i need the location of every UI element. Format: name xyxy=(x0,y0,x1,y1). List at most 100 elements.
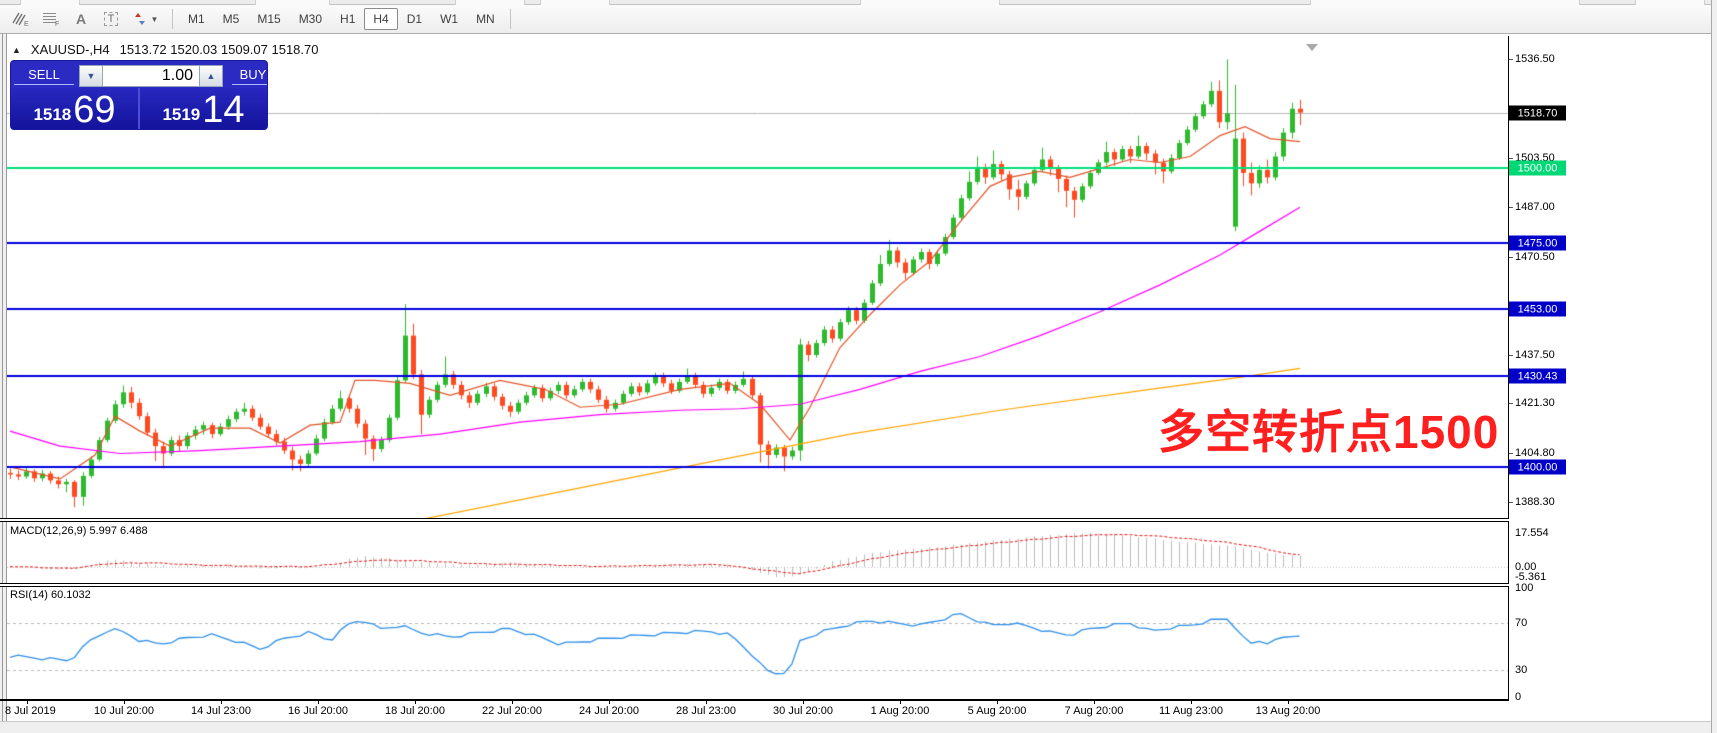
rsi-axis-label: 0 xyxy=(1515,691,1522,703)
tf-button-mn[interactable]: MN xyxy=(476,12,495,26)
window-left-border xyxy=(0,34,7,722)
price-tick-label: 1487.00 xyxy=(1515,201,1555,213)
price-tick-mark xyxy=(1509,403,1513,404)
price-tick-mark xyxy=(1509,453,1513,454)
ask-quote[interactable]: 1519 14 xyxy=(140,88,267,130)
price-tick-mark xyxy=(1509,502,1513,503)
time-label: 18 Jul 20:00 xyxy=(385,705,445,717)
tf-button-w1[interactable]: W1 xyxy=(440,12,459,26)
price-tick-mark xyxy=(1509,59,1513,60)
chart-annotation-text: 多空转折点1500 xyxy=(1158,406,1500,458)
price-badge: 1475.00 xyxy=(1509,235,1566,251)
bid-quote[interactable]: 1518 69 xyxy=(11,88,138,130)
buy-button[interactable]: BUY xyxy=(232,67,267,85)
indicator-list-icon[interactable]: E xyxy=(6,7,36,31)
time-label: 13 Aug 20:00 xyxy=(1255,705,1321,717)
time-tick-mark xyxy=(900,700,901,704)
time-label: 24 Jul 20:00 xyxy=(579,705,639,717)
time-tick-mark xyxy=(803,700,804,704)
time-tick-mark xyxy=(27,700,28,704)
ohlc-values: 1513.72 1520.03 1509.07 1518.70 xyxy=(119,42,319,57)
price-tick-label: 1437.50 xyxy=(1515,349,1555,361)
volume-increase-button[interactable]: ▲ xyxy=(199,64,223,87)
text-a-icon[interactable]: A xyxy=(75,11,87,27)
panel-separator[interactable] xyxy=(0,583,1509,587)
macd-axis-label: 0.00 xyxy=(1515,561,1537,573)
price-tick-label: 1388.30 xyxy=(1515,496,1555,508)
time-tick-mark xyxy=(997,700,998,704)
time-label: 8 Jul 2019 xyxy=(5,705,56,717)
bottom-strip xyxy=(0,721,1717,733)
dropdown-caret-icon[interactable]: ▼ xyxy=(150,14,159,24)
time-label: 1 Aug 20:00 xyxy=(870,705,930,717)
sell-button[interactable]: SELL xyxy=(14,67,74,85)
price-tick-mark xyxy=(1509,207,1513,208)
price-tick-label: 1404.80 xyxy=(1515,447,1555,459)
time-label: 11 Aug 23:00 xyxy=(1158,705,1224,717)
macd-axis-label: -5.361 xyxy=(1515,571,1547,583)
symbol-header: ▲ XAUUSD-,H4 1513.72 1520.03 1509.07 151… xyxy=(12,42,318,57)
arrange-icon[interactable]: ▼ xyxy=(126,7,166,31)
time-axis-border xyxy=(0,699,1509,701)
ask-price-pips: 14 xyxy=(202,89,245,130)
rsi-panel-canvas[interactable] xyxy=(7,587,1508,699)
toolbar: E F A T ▼ M1 M5 M15 M30 H1 H4 D1 W1 MN xyxy=(0,5,1717,34)
chart-shift-marker-icon xyxy=(1306,44,1318,51)
price-tick-mark xyxy=(1509,355,1513,356)
tf-button-m15[interactable]: M15 xyxy=(257,12,281,26)
volume-stepper: ▼ ▲ xyxy=(79,64,223,87)
time-label: 28 Jul 23:00 xyxy=(676,705,736,717)
price-badge: 1400.00 xyxy=(1509,459,1566,475)
time-tick-mark xyxy=(609,700,610,704)
rsi-axis-label: 30 xyxy=(1515,664,1528,676)
time-tick-mark xyxy=(512,700,513,704)
tf-button-d1[interactable]: D1 xyxy=(406,12,423,26)
text-box-icon[interactable]: T xyxy=(96,7,126,31)
time-tick-mark xyxy=(1094,700,1095,704)
svg-text:F: F xyxy=(55,21,59,27)
time-tick-mark xyxy=(1288,700,1289,704)
time-label: 14 Jul 23:00 xyxy=(191,705,251,717)
macd-panel-canvas[interactable] xyxy=(7,523,1508,583)
time-label: 7 Aug 20:00 xyxy=(1064,705,1124,717)
quote-divider xyxy=(138,88,140,129)
panel-separator[interactable] xyxy=(0,518,1509,522)
macd-axis-label: 17.554 xyxy=(1515,527,1549,539)
tf-button-m1[interactable]: M1 xyxy=(188,12,205,26)
price-tick-mark xyxy=(1509,158,1513,159)
bid-price-pips: 69 xyxy=(73,89,116,130)
top-cutoff-strip xyxy=(0,0,1717,5)
volume-input[interactable] xyxy=(103,64,199,87)
time-label: 30 Jul 20:00 xyxy=(773,705,833,717)
collapse-panel-icon[interactable]: ▲ xyxy=(12,44,21,55)
rsi-indicator-label: RSI(14) 60.1032 xyxy=(10,589,91,601)
time-tick-mark xyxy=(706,700,707,704)
tf-button-h4[interactable]: H4 xyxy=(364,8,398,30)
right-window-divider xyxy=(1711,0,1717,733)
svg-text:E: E xyxy=(24,21,29,27)
price-tick-label: 1421.30 xyxy=(1515,397,1555,409)
price-badge: 1518.70 xyxy=(1509,105,1566,121)
price-scale-border xyxy=(1508,36,1509,700)
tf-button-m5[interactable]: M5 xyxy=(222,12,240,26)
ask-price-main: 1519 xyxy=(162,105,201,124)
time-label: 5 Aug 20:00 xyxy=(967,705,1027,717)
tf-button-m30[interactable]: M30 xyxy=(298,12,323,26)
time-label: 10 Jul 20:00 xyxy=(94,705,154,717)
rsi-axis-label: 70 xyxy=(1515,617,1528,629)
price-badge: 1430.43 xyxy=(1509,368,1566,384)
volume-decrease-button[interactable]: ▼ xyxy=(79,64,103,87)
tf-button-h1[interactable]: H1 xyxy=(340,12,356,26)
price-badge: 1453.00 xyxy=(1509,301,1566,317)
rsi-axis-label: 100 xyxy=(1515,582,1534,594)
time-tick-mark xyxy=(221,700,222,704)
time-tick-mark xyxy=(318,700,319,704)
price-badge: 1500.00 xyxy=(1509,160,1566,176)
time-tick-mark xyxy=(415,700,416,704)
macd-indicator-label: MACD(12,26,9) 5.997 6.488 xyxy=(10,525,148,537)
time-label: 22 Jul 20:00 xyxy=(482,705,542,717)
time-tick-mark xyxy=(1191,700,1192,704)
toolbar-separator xyxy=(172,9,173,29)
effects-icon[interactable]: F xyxy=(36,7,66,31)
bid-price-main: 1518 xyxy=(33,105,72,124)
